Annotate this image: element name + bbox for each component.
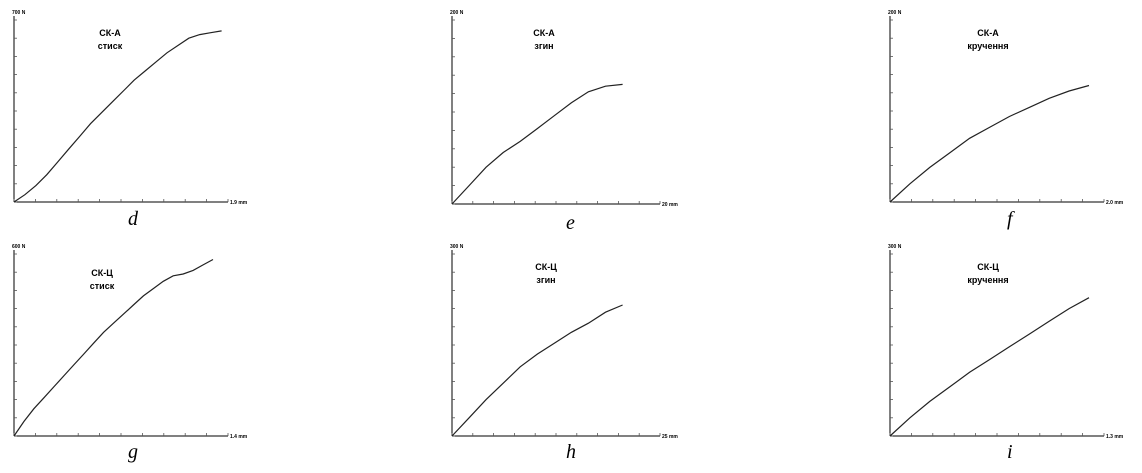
caption-h: h (566, 441, 576, 463)
chart-panel-h: 300 N 25 mm СК-Ц згин (448, 240, 678, 440)
chart-svg-g: 600 N 1.4 mm СК-Ц стиск (12, 244, 248, 440)
x-axis-max-label: 25 mm (662, 434, 678, 440)
series-line (13, 30, 222, 203)
chart-title: СК-А (99, 28, 121, 38)
series-line (13, 258, 214, 437)
y-axis-max-label: 300 N (888, 244, 902, 250)
chart-subtitle: кручення (967, 41, 1008, 51)
x-axis-max-label: 1.9 mm (230, 200, 248, 206)
chart-title: СК-Ц (535, 262, 557, 272)
chart-subtitle: стиск (90, 281, 115, 291)
chart-svg-f: 200 N 2.0 mm СК-А кручення (888, 10, 1124, 206)
chart-svg-i: 300 N 1.3 mm СК-Ц кручення (888, 244, 1124, 440)
x-axis-max-label: 20 mm (662, 202, 678, 208)
y-axis-max-label: 600 N (12, 244, 26, 250)
series-line (451, 83, 623, 205)
chart-panel-f: 200 N 2.0 mm СК-А кручення (886, 6, 1124, 206)
chart-title: СК-А (533, 28, 555, 38)
caption-i: i (1007, 441, 1013, 463)
series-line (451, 304, 623, 437)
chart-subtitle: згин (534, 41, 553, 51)
x-axis-max-label: 2.0 mm (1106, 200, 1124, 206)
chart-title: СК-А (977, 28, 999, 38)
chart-panel-e: 200 N 20 mm СК-А згин (448, 6, 678, 208)
chart-svg-e: 200 N 20 mm СК-А згин (450, 10, 678, 208)
chart-subtitle: кручення (967, 275, 1008, 285)
chart-panel-i: 300 N 1.3 mm СК-Ц кручення (886, 240, 1124, 440)
chart-subtitle: стиск (98, 41, 123, 51)
x-axis-max-label: 1.3 mm (1106, 434, 1124, 440)
y-axis-max-label: 300 N (450, 244, 464, 250)
chart-title: СК-Ц (91, 268, 113, 278)
chart-subtitle: згин (536, 275, 555, 285)
x-axis-max-label: 1.4 mm (230, 434, 248, 440)
y-axis-max-label: 200 N (450, 10, 464, 16)
chart-panel-g: 600 N 1.4 mm СК-Ц стиск (10, 240, 248, 440)
y-axis-max-label: 200 N (888, 10, 902, 16)
chart-title: СК-Ц (977, 262, 999, 272)
series-line (889, 84, 1090, 203)
chart-svg-d: 700 N 1.9 mm СК-А стиск (12, 10, 248, 206)
caption-d: d (128, 208, 138, 230)
caption-f: f (1007, 208, 1013, 230)
chart-svg-h: 300 N 25 mm СК-Ц згин (450, 244, 678, 440)
caption-e: e (566, 212, 575, 234)
chart-panel-d: 700 N 1.9 mm СК-А стиск (10, 6, 248, 206)
y-axis-max-label: 700 N (12, 10, 26, 16)
caption-g: g (128, 441, 138, 463)
series-line (889, 297, 1090, 437)
